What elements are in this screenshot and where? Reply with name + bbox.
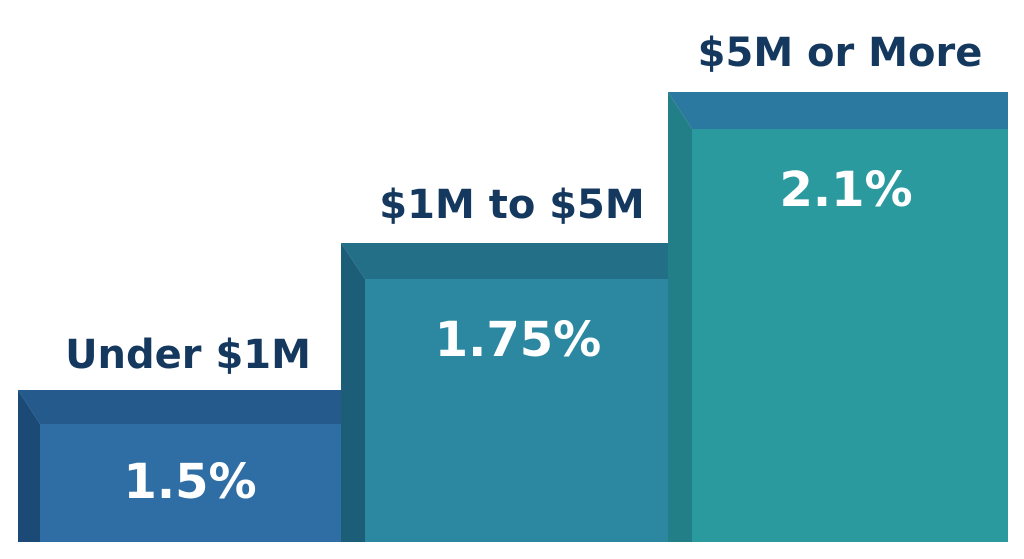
step-2-top-face bbox=[341, 243, 692, 279]
step-3-front-face bbox=[692, 129, 1008, 542]
step-under-1m: Under $1M 1.5% bbox=[18, 332, 368, 542]
step-3-top-face bbox=[668, 92, 1008, 129]
step-5m-or-more: $5M or More 2.1% bbox=[668, 30, 1008, 542]
step-2-value: 1.75% bbox=[435, 312, 602, 368]
step-2-label: $1M to $5M bbox=[379, 182, 644, 228]
step-1-label: Under $1M bbox=[65, 332, 311, 378]
step-1m-to-5m: $1M to $5M 1.75% bbox=[341, 182, 692, 542]
step-3-side-face bbox=[668, 92, 692, 542]
step-1-side-face bbox=[18, 390, 40, 542]
step-1-top-face bbox=[18, 390, 368, 424]
step-1-front-face bbox=[40, 424, 368, 542]
step-3-value: 2.1% bbox=[779, 162, 912, 218]
step-1-value: 1.5% bbox=[123, 454, 256, 510]
step-2-side-face bbox=[341, 243, 365, 542]
step-3-label: $5M or More bbox=[698, 30, 983, 76]
step-2-front-face bbox=[365, 279, 692, 542]
